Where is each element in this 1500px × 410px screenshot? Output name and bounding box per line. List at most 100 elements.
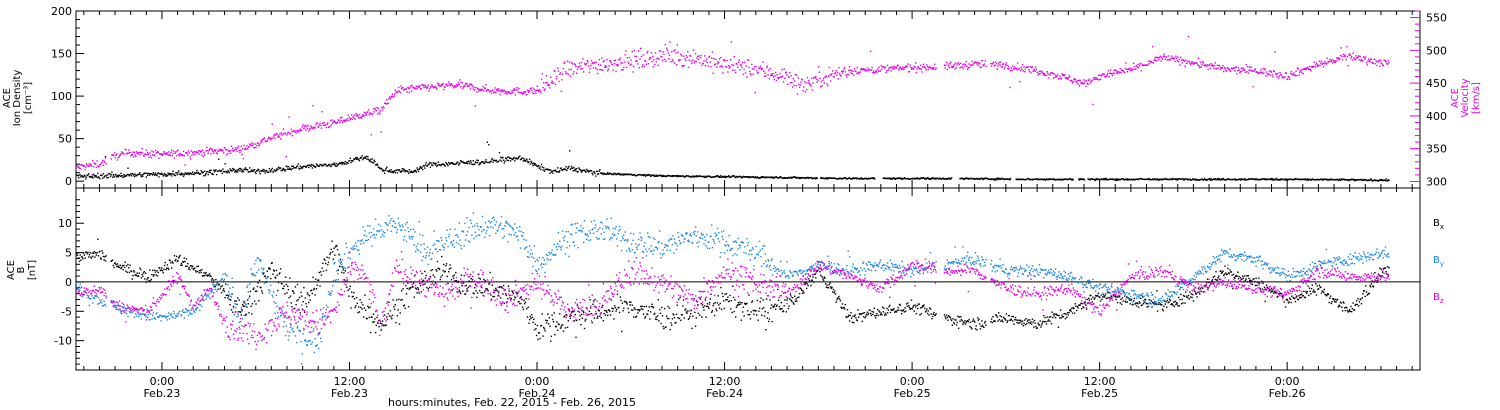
bx-point (336, 245, 338, 247)
bx-point (738, 303, 740, 306)
density-point (197, 171, 200, 174)
velocity-point (960, 62, 962, 65)
bx-point (909, 308, 911, 310)
velocity-point (998, 63, 1000, 65)
bx-point (710, 293, 712, 295)
bx-point (687, 310, 689, 312)
bx-point (866, 311, 868, 313)
bx-point (731, 311, 733, 314)
density-point (318, 165, 320, 167)
bx-point (723, 307, 726, 310)
velocity-point (1246, 66, 1249, 68)
bx-point (467, 286, 470, 289)
bx-point (502, 293, 504, 295)
velocity-point (154, 154, 156, 157)
bx-point (820, 274, 822, 277)
density-point (540, 168, 542, 171)
density-point (282, 167, 285, 170)
bx-point (257, 282, 259, 284)
velocity-point (207, 152, 209, 154)
velocity-point (831, 72, 833, 75)
bx-point (140, 277, 143, 279)
velocity-point (163, 152, 166, 154)
velocity-point (1166, 59, 1169, 61)
velocity-point (1057, 74, 1059, 76)
bx-point (478, 277, 480, 279)
density-point (1293, 179, 1295, 181)
velocity-tick-label: 500 (1426, 44, 1447, 57)
density-point (1325, 178, 1328, 180)
velocity-point (931, 67, 934, 69)
velocity-point (458, 83, 460, 86)
velocity-point (826, 83, 828, 85)
velocity-point (1340, 47, 1342, 49)
velocity-point (765, 75, 767, 77)
velocity-point (415, 85, 418, 87)
bx-point (282, 287, 285, 290)
velocity-point (945, 61, 948, 63)
velocity-point (1344, 55, 1347, 57)
velocity-point (1144, 64, 1146, 66)
velocity-point (1189, 62, 1191, 64)
bx-point (749, 313, 751, 316)
velocity-point (610, 61, 612, 64)
bx-point (505, 294, 508, 297)
density-point (423, 165, 425, 167)
velocity-point (441, 83, 443, 86)
velocity-point (796, 74, 798, 76)
bx-point (86, 253, 88, 255)
velocity-point (1118, 71, 1120, 73)
velocity-point (1175, 57, 1178, 59)
bx-point (151, 273, 153, 276)
bx-point (823, 276, 825, 278)
velocity-point (783, 68, 785, 70)
bx-point (102, 252, 104, 254)
velocity-point (205, 150, 207, 152)
bx-point (885, 314, 887, 316)
bx-point (241, 309, 243, 311)
velocity-point (922, 66, 924, 68)
velocity-point (338, 119, 340, 121)
density-point (513, 156, 515, 159)
velocity-point (588, 65, 590, 67)
density-point (661, 174, 664, 177)
bx-point (143, 271, 145, 273)
velocity-point (272, 137, 274, 139)
bx-point (634, 308, 636, 310)
velocity-point (497, 89, 499, 92)
bx-point (839, 300, 842, 302)
bx-point (457, 280, 460, 283)
bx-point (381, 320, 384, 322)
bx-point (398, 323, 401, 325)
velocity-point (851, 73, 854, 75)
velocity-point (173, 157, 176, 159)
density-point (734, 176, 736, 178)
density-point (199, 173, 202, 175)
density-point (104, 155, 107, 158)
density-point (410, 171, 412, 173)
density-point (341, 163, 344, 165)
density-point (1381, 178, 1383, 181)
bx-point (128, 271, 131, 274)
velocity-point (817, 66, 820, 68)
velocity-point (1374, 58, 1376, 61)
velocity-point (407, 87, 410, 89)
velocity-point (1073, 78, 1075, 80)
bx-point (934, 314, 937, 316)
velocity-point (137, 153, 139, 155)
velocity-point (902, 66, 904, 68)
bx-point (331, 240, 333, 242)
velocity-point (1363, 57, 1366, 59)
bx-point (796, 296, 799, 299)
bx-point (421, 272, 423, 275)
velocity-point (647, 50, 649, 53)
velocity-point (274, 137, 276, 139)
bx-point (367, 307, 370, 309)
bx-point (774, 303, 776, 305)
velocity-point (228, 150, 230, 153)
bx-point (678, 298, 680, 301)
density-point (284, 170, 286, 172)
bx-point (693, 297, 695, 300)
density-point (512, 157, 515, 160)
velocity-point (966, 65, 968, 67)
